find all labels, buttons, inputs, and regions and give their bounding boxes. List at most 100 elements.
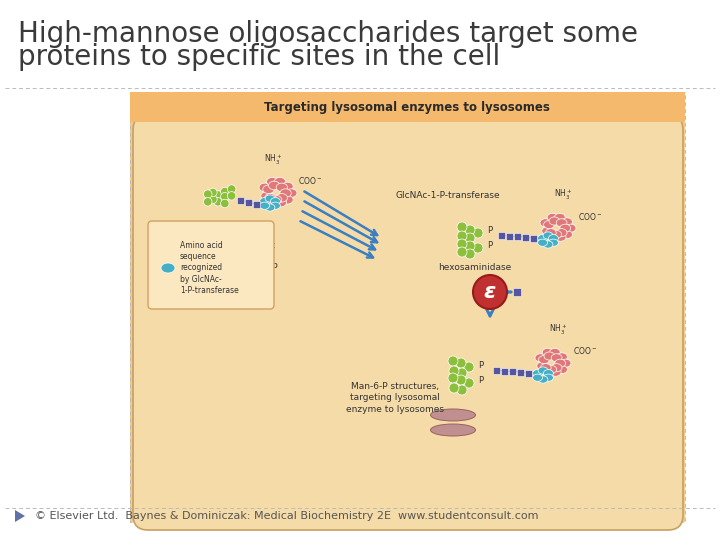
Ellipse shape bbox=[557, 228, 567, 237]
Ellipse shape bbox=[546, 228, 556, 237]
Text: Amino acid
sequence
recognized
by GlcNAc-
1-P-transferase: Amino acid sequence recognized by GlcNAc… bbox=[180, 241, 239, 295]
Bar bbox=[245, 199, 251, 206]
Bar bbox=[130, 92, 685, 522]
Circle shape bbox=[457, 385, 467, 395]
Text: P: P bbox=[478, 361, 484, 370]
Bar bbox=[253, 200, 259, 207]
Ellipse shape bbox=[538, 376, 548, 383]
Circle shape bbox=[220, 192, 229, 201]
Ellipse shape bbox=[276, 183, 287, 192]
Ellipse shape bbox=[549, 217, 560, 225]
Text: hexosaminidase: hexosaminidase bbox=[438, 263, 512, 272]
Ellipse shape bbox=[260, 202, 269, 210]
Ellipse shape bbox=[541, 363, 552, 372]
Ellipse shape bbox=[266, 178, 278, 186]
Circle shape bbox=[457, 231, 467, 241]
Ellipse shape bbox=[260, 198, 269, 205]
Ellipse shape bbox=[537, 362, 548, 370]
Text: ε: ε bbox=[484, 282, 496, 302]
Circle shape bbox=[209, 188, 217, 197]
Circle shape bbox=[228, 192, 236, 200]
Bar bbox=[513, 233, 521, 240]
Ellipse shape bbox=[265, 193, 276, 202]
Text: NH$_3^+$: NH$_3^+$ bbox=[549, 323, 567, 337]
Ellipse shape bbox=[282, 195, 293, 204]
Text: Man-6-P structures,
targeting lysosomal
enzyme to lysosomes: Man-6-P structures, targeting lysosomal … bbox=[346, 382, 444, 414]
Circle shape bbox=[204, 198, 212, 206]
Ellipse shape bbox=[276, 193, 287, 202]
Ellipse shape bbox=[547, 231, 558, 239]
Ellipse shape bbox=[549, 234, 558, 242]
Ellipse shape bbox=[265, 204, 275, 211]
Circle shape bbox=[457, 247, 467, 257]
Ellipse shape bbox=[544, 374, 554, 381]
Text: medial Golgi: medial Golgi bbox=[188, 280, 262, 290]
Ellipse shape bbox=[549, 239, 558, 246]
Text: proteins to specific sites in the cell: proteins to specific sites in the cell bbox=[18, 43, 500, 71]
Bar bbox=[516, 368, 523, 375]
Circle shape bbox=[473, 243, 483, 253]
Circle shape bbox=[465, 241, 475, 251]
Ellipse shape bbox=[544, 369, 554, 377]
FancyBboxPatch shape bbox=[133, 115, 683, 530]
Circle shape bbox=[449, 383, 459, 393]
Ellipse shape bbox=[562, 231, 572, 239]
Ellipse shape bbox=[533, 369, 543, 377]
Circle shape bbox=[456, 375, 466, 385]
Bar bbox=[508, 368, 516, 375]
Text: P: P bbox=[478, 376, 484, 385]
Ellipse shape bbox=[275, 198, 287, 207]
Bar bbox=[513, 288, 521, 296]
Ellipse shape bbox=[533, 374, 543, 381]
Ellipse shape bbox=[271, 202, 280, 210]
Ellipse shape bbox=[551, 231, 562, 239]
Bar bbox=[505, 233, 513, 240]
Text: P: P bbox=[487, 241, 492, 250]
Ellipse shape bbox=[431, 409, 475, 421]
Circle shape bbox=[456, 358, 466, 368]
Ellipse shape bbox=[161, 263, 175, 273]
Ellipse shape bbox=[543, 232, 553, 239]
Ellipse shape bbox=[261, 192, 272, 200]
Ellipse shape bbox=[542, 366, 553, 374]
Circle shape bbox=[448, 356, 458, 366]
Bar bbox=[500, 368, 508, 375]
Ellipse shape bbox=[539, 355, 549, 363]
Circle shape bbox=[457, 239, 467, 249]
Bar bbox=[498, 232, 505, 239]
Ellipse shape bbox=[546, 366, 557, 374]
Circle shape bbox=[465, 249, 475, 259]
Bar bbox=[524, 369, 531, 376]
Ellipse shape bbox=[543, 241, 553, 248]
Circle shape bbox=[228, 185, 236, 193]
Bar bbox=[130, 92, 685, 122]
Circle shape bbox=[457, 222, 467, 232]
Text: COO$^-$: COO$^-$ bbox=[298, 176, 323, 186]
Ellipse shape bbox=[555, 359, 566, 367]
Ellipse shape bbox=[565, 224, 576, 232]
Circle shape bbox=[464, 378, 474, 388]
Ellipse shape bbox=[271, 198, 280, 205]
Ellipse shape bbox=[538, 234, 547, 242]
Ellipse shape bbox=[282, 182, 293, 191]
Text: UMP: UMP bbox=[258, 264, 278, 273]
Text: NH$_3^+$: NH$_3^+$ bbox=[554, 188, 572, 202]
Circle shape bbox=[449, 366, 459, 376]
Polygon shape bbox=[15, 510, 25, 522]
Ellipse shape bbox=[557, 219, 567, 227]
Circle shape bbox=[465, 225, 475, 235]
Circle shape bbox=[465, 233, 475, 243]
Ellipse shape bbox=[557, 353, 567, 361]
Ellipse shape bbox=[266, 197, 278, 205]
Text: NH$_3^+$: NH$_3^+$ bbox=[264, 153, 282, 167]
Circle shape bbox=[464, 362, 474, 372]
Circle shape bbox=[214, 191, 222, 199]
Ellipse shape bbox=[263, 185, 274, 193]
Bar bbox=[236, 197, 243, 204]
Ellipse shape bbox=[560, 359, 571, 367]
Circle shape bbox=[209, 195, 217, 204]
Circle shape bbox=[457, 368, 467, 378]
Text: High-mannose oligosaccharides target some: High-mannose oligosaccharides target som… bbox=[18, 20, 638, 48]
Ellipse shape bbox=[259, 183, 271, 192]
Ellipse shape bbox=[557, 366, 567, 374]
